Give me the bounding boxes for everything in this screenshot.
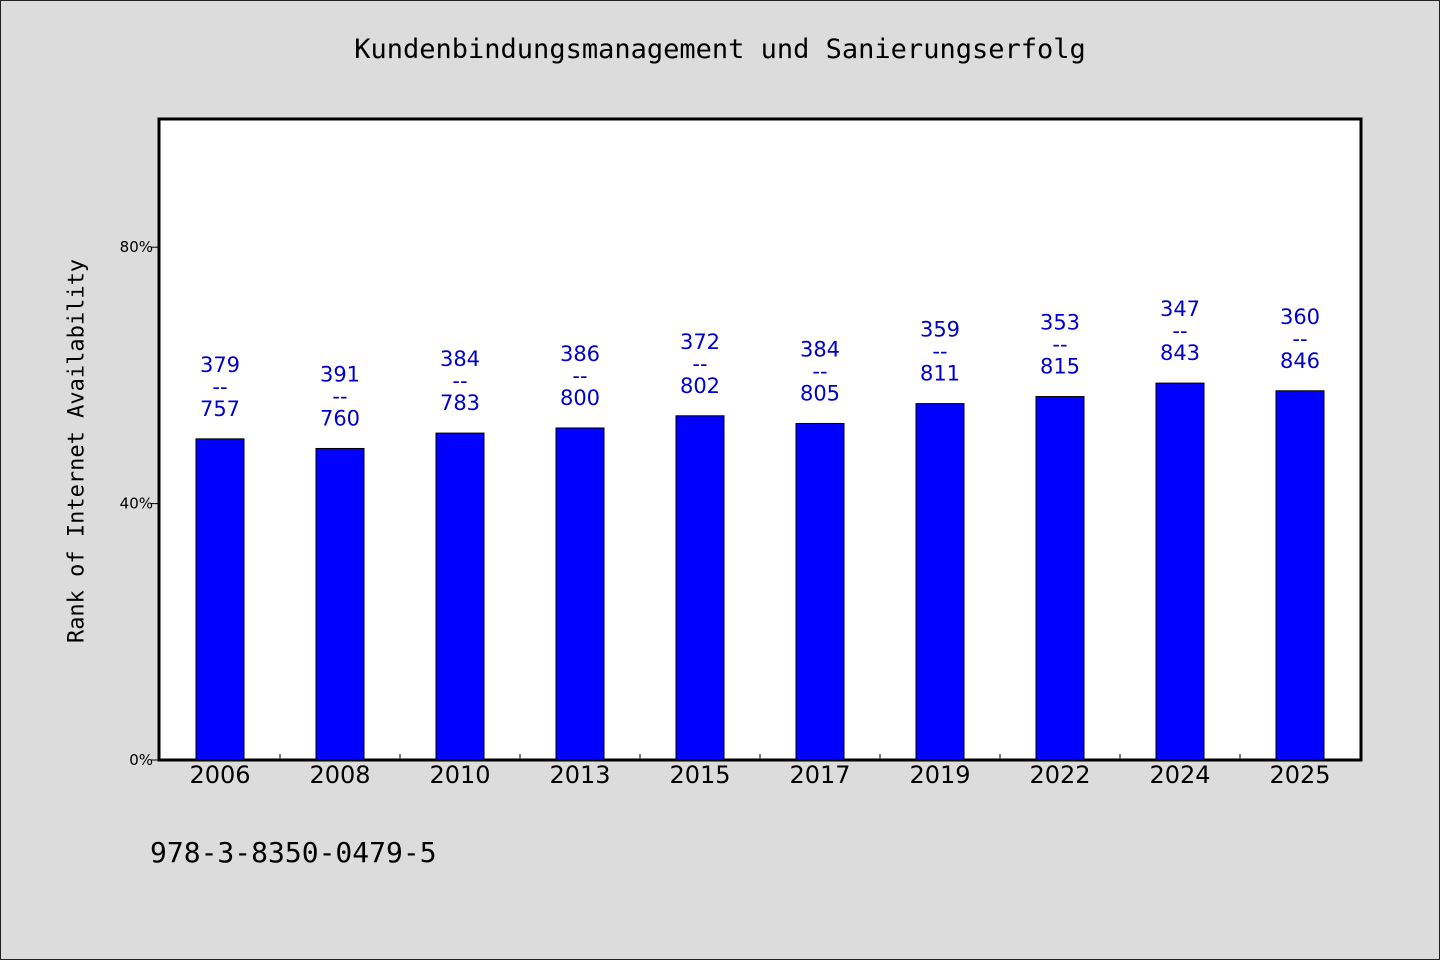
bar [1035,396,1085,761]
footer-isbn: 978-3-8350-0479-5 [150,836,437,869]
x-axis: 2006 2008 2010 2013 2015 2017 2019 2022 2024 2025 [189,754,1331,789]
data-label: 360 --846 [1280,305,1320,373]
data-label: 359 --811 [920,318,960,386]
bar [795,422,845,761]
bar [315,447,365,761]
bar [435,432,485,761]
x-tick-label: 2024 [1149,761,1210,789]
y-axis: 0% 40% 80% [120,238,159,769]
data-label: 386 --800 [560,342,600,410]
chart-title: Kundenbindungsmanagement und Sanierungse… [354,34,1086,65]
bars [195,382,1325,761]
data-label: 379 --757 [200,353,240,421]
x-tick-label: 2015 [669,761,730,789]
x-tick-label: 2008 [309,761,370,789]
x-tick-label: 2017 [789,761,850,789]
data-label: 384 --805 [800,337,840,405]
x-tick-label: 2022 [1029,761,1090,789]
y-tick-label: 40% [120,495,153,513]
data-labels: 379 --757 391 --760 384 --783 386 --800 372 --802… [200,297,1320,430]
data-label: 384 --783 [440,347,480,415]
x-tick-label: 2013 [549,761,610,789]
data-label: 347 --843 [1160,297,1200,365]
bar [195,438,245,761]
y-tick-label: 80% [120,238,153,256]
bar [915,403,965,761]
bar [1155,382,1205,761]
x-tick-label: 2010 [429,761,490,789]
data-label: 353 --815 [1040,311,1080,379]
data-label: 372 --802 [680,330,720,398]
x-tick-label: 2025 [1269,761,1330,789]
y-tick-label: 0% [129,751,153,769]
bar [1275,390,1325,761]
bar [675,415,725,761]
data-label: 391 --760 [320,362,360,430]
bar [555,427,605,761]
x-tick-label: 2019 [909,761,970,789]
x-tick-label: 2006 [189,761,250,789]
